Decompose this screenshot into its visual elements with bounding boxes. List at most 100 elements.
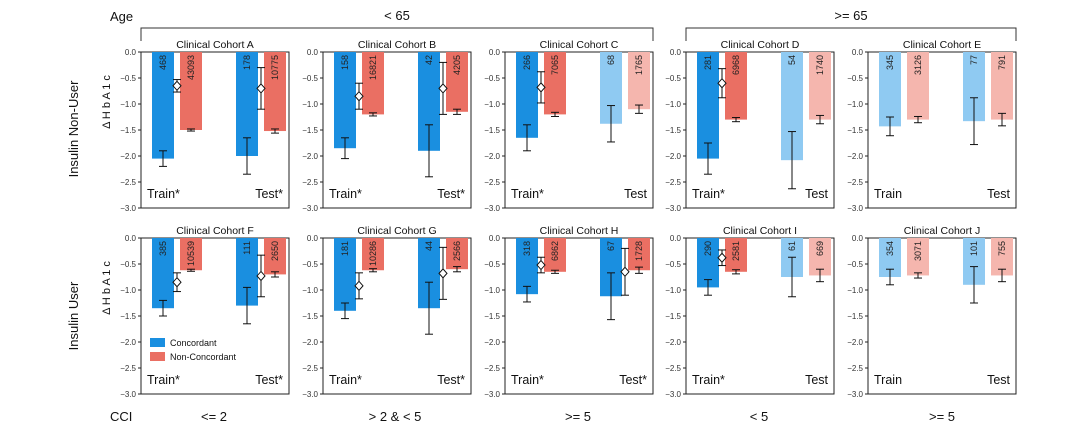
bar-concordant [418,52,440,151]
bar-concordant [418,238,440,309]
bar-non-concordant [180,52,202,130]
sample-size-label: 1740 [815,55,825,75]
diff-diamond-marker [536,259,546,271]
diff-diamond-marker [620,266,630,278]
y-tick-label: −2.5 [665,364,681,373]
bar-concordant [236,52,258,156]
y-tick-label: −3.0 [665,390,681,399]
sample-size-label: 3071 [913,241,923,261]
cci-group-1: <= 2 [201,409,227,424]
panel-1: 0.0 −0.5 −1.0 −1.5 −2.0 −2.5 −3.0 Δ H b A 1 c Cl… [101,39,290,213]
panel-2: 0.0 −0.5 −1.0 −1.5 −2.0 −2.5 −3.0 Clinical Coho… [302,39,472,213]
y-tick-label: −1.0 [484,100,500,109]
split-label: Train* [147,373,180,387]
y-tick-label: −3.0 [484,204,500,213]
y-tick-label: −0.5 [847,260,863,269]
age-bracket-65-plus [685,27,1017,41]
panel-title: Clinical Cohort I [723,225,797,237]
sample-size-label: 77 [969,55,979,65]
sample-size-label: 669 [815,241,825,256]
y-tick-label: −1.0 [120,100,136,109]
y-tick-label: 0.0 [489,234,501,243]
diff-diamond-marker [536,82,546,93]
y-tick-label: 0.0 [670,48,682,57]
bar-non-concordant [180,238,202,271]
panel-3: 0.0 −0.5 −1.0 −1.5 −2.0 −2.5 −3.0 Clinical Coho… [484,39,654,213]
y-tick-label: 0.0 [852,48,864,57]
y-tick-label: −2.5 [847,364,863,373]
y-tick-label: −0.5 [484,260,500,269]
y-tick-label: −1.5 [847,312,863,321]
split-label: Train* [329,187,362,201]
y-tick-label: −0.5 [847,74,863,83]
sample-size-label: 2566 [452,241,462,261]
bar-non-concordant [544,238,566,272]
age-group-under-65: < 65 [384,8,410,23]
diff-diamond-marker [438,268,448,279]
y-tick-label: −1.5 [665,126,681,135]
bar-non-concordant [907,238,929,276]
cci-group-5: >= 5 [929,409,955,424]
bar-non-concordant [809,52,831,120]
y-tick-label: −2.5 [302,178,318,187]
sample-size-label: 10775 [270,55,280,80]
diff-diamond-marker [256,83,266,94]
split-label: Test [624,187,647,201]
bar-concordant [600,52,622,124]
split-label: Test* [255,187,283,201]
diff-diamond-marker [438,83,448,94]
sample-size-label: 2581 [731,241,741,261]
y-tick-label: −0.5 [120,74,136,83]
sample-size-label: 1728 [634,241,644,261]
bar-concordant [879,52,901,127]
sample-size-label: 42 [424,55,434,65]
panel-title: Clinical Cohort F [176,225,254,237]
bar-concordant [879,238,901,277]
y-tick-label: −1.5 [847,126,863,135]
panel-title: Clinical Cohort B [358,39,436,51]
y-tick-label: −0.5 [665,74,681,83]
y-tick-label: −3.0 [847,390,863,399]
bar-non-concordant [628,238,650,271]
y-tick-label: −1.0 [302,286,318,295]
y-tick-label: −1.5 [484,126,500,135]
panel-8: 0.0 −0.5 −1.0 −1.5 −2.0 −2.5 −3.0 Clinical Coho… [484,225,654,399]
sample-size-label: 755 [997,241,1007,256]
y-tick-label: −2.0 [665,338,681,347]
y-tick-label: −1.5 [302,312,318,321]
sample-size-label: 111 [242,241,252,255]
sample-size-label: 2650 [270,241,280,261]
y-axis-label: Δ H b A 1 c [101,75,113,129]
bar-non-concordant [362,238,384,271]
y-tick-label: −0.5 [302,74,318,83]
y-tick-label: −3.0 [665,204,681,213]
split-label: Train* [511,373,544,387]
split-label: Test [987,373,1010,387]
y-tick-label: −2.5 [484,178,500,187]
panel-title: Clinical Cohort A [176,39,254,51]
split-label: Train* [147,187,180,201]
y-tick-label: −1.5 [484,312,500,321]
y-tick-label: −1.5 [120,126,136,135]
sample-size-label: 468 [158,55,168,70]
y-tick-label: −1.0 [120,286,136,295]
bar-concordant [152,52,174,159]
sample-size-label: 385 [158,241,168,256]
sample-size-label: 318 [522,241,532,256]
y-tick-label: −2.0 [847,338,863,347]
panel-5: 0.0 −0.5 −1.0 −1.5 −2.0 −2.5 −3.0 Clinical Coho… [847,39,1017,213]
sample-size-label: 290 [703,241,713,256]
bar-concordant [781,52,803,161]
legend-label-non-concordant: Non-Concordant [170,352,237,362]
y-tick-label: −1.0 [847,100,863,109]
y-tick-label: −3.0 [302,390,318,399]
sample-size-label: 16821 [368,55,378,80]
sample-size-label: 43093 [186,55,196,80]
y-tick-label: 0.0 [307,48,319,57]
panels-layer: 0.0 −0.5 −1.0 −1.5 −2.0 −2.5 −3.0 Δ H b A 1 c Cl… [101,39,1017,399]
cci-group-3: >= 5 [565,409,591,424]
bar-non-concordant [725,238,747,272]
bar-non-concordant [725,52,747,120]
sample-size-label: 44 [424,241,434,251]
y-tick-label: −2.0 [120,152,136,161]
